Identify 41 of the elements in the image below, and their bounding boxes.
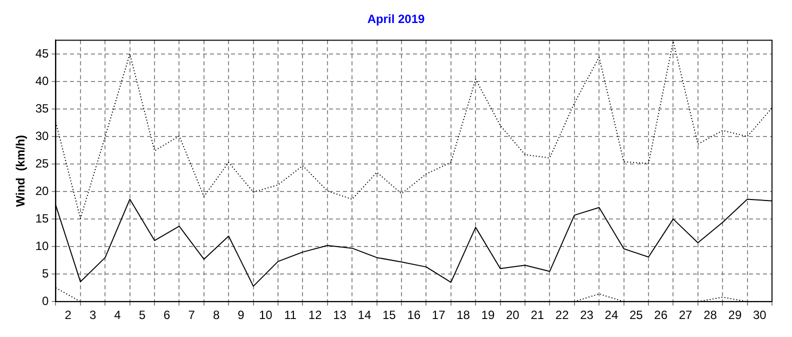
x-tick-label: 14 (358, 308, 372, 322)
y-tick-label: 40 (35, 74, 50, 88)
y-tick-label: 5 (42, 266, 50, 280)
x-tick-label: 27 (678, 308, 693, 322)
x-tick-label: 5 (138, 308, 146, 322)
x-tick-label: 8 (212, 308, 220, 322)
x-tick-label: 12 (308, 308, 322, 322)
x-tick-label: 10 (259, 308, 273, 322)
x-tick-label: 17 (432, 308, 446, 322)
y-tick-label: 45 (35, 46, 50, 60)
x-tick-label: 28 (704, 308, 718, 322)
y-tick-label: 15 (35, 211, 50, 226)
y-tick-label: 35 (35, 101, 50, 116)
y-tick-label: 20 (35, 184, 50, 198)
x-tick-label: 18 (456, 308, 470, 322)
chart-title: April 2019 (366, 12, 426, 26)
x-tick-label: 16 (407, 308, 421, 322)
x-tick-label: 13 (333, 308, 347, 322)
x-tick-label: 30 (752, 308, 767, 322)
x-tick-label: 26 (654, 308, 668, 322)
y-tick-label: 30 (35, 128, 50, 143)
y-tick-label: 25 (35, 156, 50, 170)
x-tick-label: 4 (114, 308, 122, 322)
x-tick-label: 19 (481, 308, 495, 322)
x-tick-label: 3 (89, 308, 96, 322)
x-tick-label: 9 (238, 308, 245, 322)
x-tick-label: 11 (284, 308, 297, 322)
y-tick-label: 10 (35, 238, 50, 253)
x-tick-label: 25 (629, 308, 644, 322)
x-tick-label: 29 (728, 308, 742, 322)
x-tick-label: 6 (164, 308, 171, 322)
y-tick-label: 0 (42, 294, 50, 308)
x-tick-label: 2 (64, 308, 72, 322)
x-tick-label: 20 (506, 308, 520, 322)
x-tick-label: 7 (188, 308, 196, 322)
x-tick-label: 24 (604, 308, 618, 322)
x-tick-label: 22 (555, 308, 570, 322)
x-tick-label: 15 (382, 308, 396, 322)
y-axis-title: Wind (km/h) (14, 134, 28, 207)
x-tick-label: 23 (580, 308, 594, 322)
x-tick-label: 21 (530, 308, 544, 322)
